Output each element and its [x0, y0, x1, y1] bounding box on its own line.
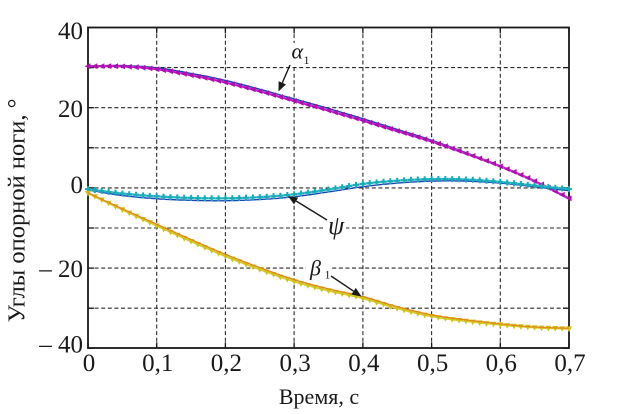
svg-text:Время, с: Время, с — [279, 384, 359, 409]
svg-text:0,2: 0,2 — [211, 350, 242, 377]
svg-text:– 20: – 20 — [38, 256, 83, 283]
svg-text:0,6: 0,6 — [486, 350, 517, 377]
svg-text:0,4: 0,4 — [348, 350, 380, 377]
svg-text:0,3: 0,3 — [279, 350, 310, 377]
svg-text:0,1: 0,1 — [142, 350, 173, 377]
svg-text:0,5: 0,5 — [417, 350, 448, 377]
svg-text:β: β — [309, 256, 321, 281]
svg-text:– 40: – 40 — [38, 332, 83, 359]
svg-text:0: 0 — [83, 350, 96, 377]
svg-text:1: 1 — [325, 268, 331, 282]
svg-text:1: 1 — [304, 53, 310, 67]
svg-text:Углы опорной ноги, °: Углы опорной ноги, ° — [4, 99, 31, 323]
svg-text:ψ: ψ — [328, 211, 345, 240]
svg-text:0: 0 — [71, 172, 84, 199]
svg-text:α: α — [292, 39, 304, 64]
svg-text:0,7: 0,7 — [554, 350, 585, 377]
svg-text:20: 20 — [58, 96, 83, 123]
svg-text:40: 40 — [58, 18, 83, 45]
